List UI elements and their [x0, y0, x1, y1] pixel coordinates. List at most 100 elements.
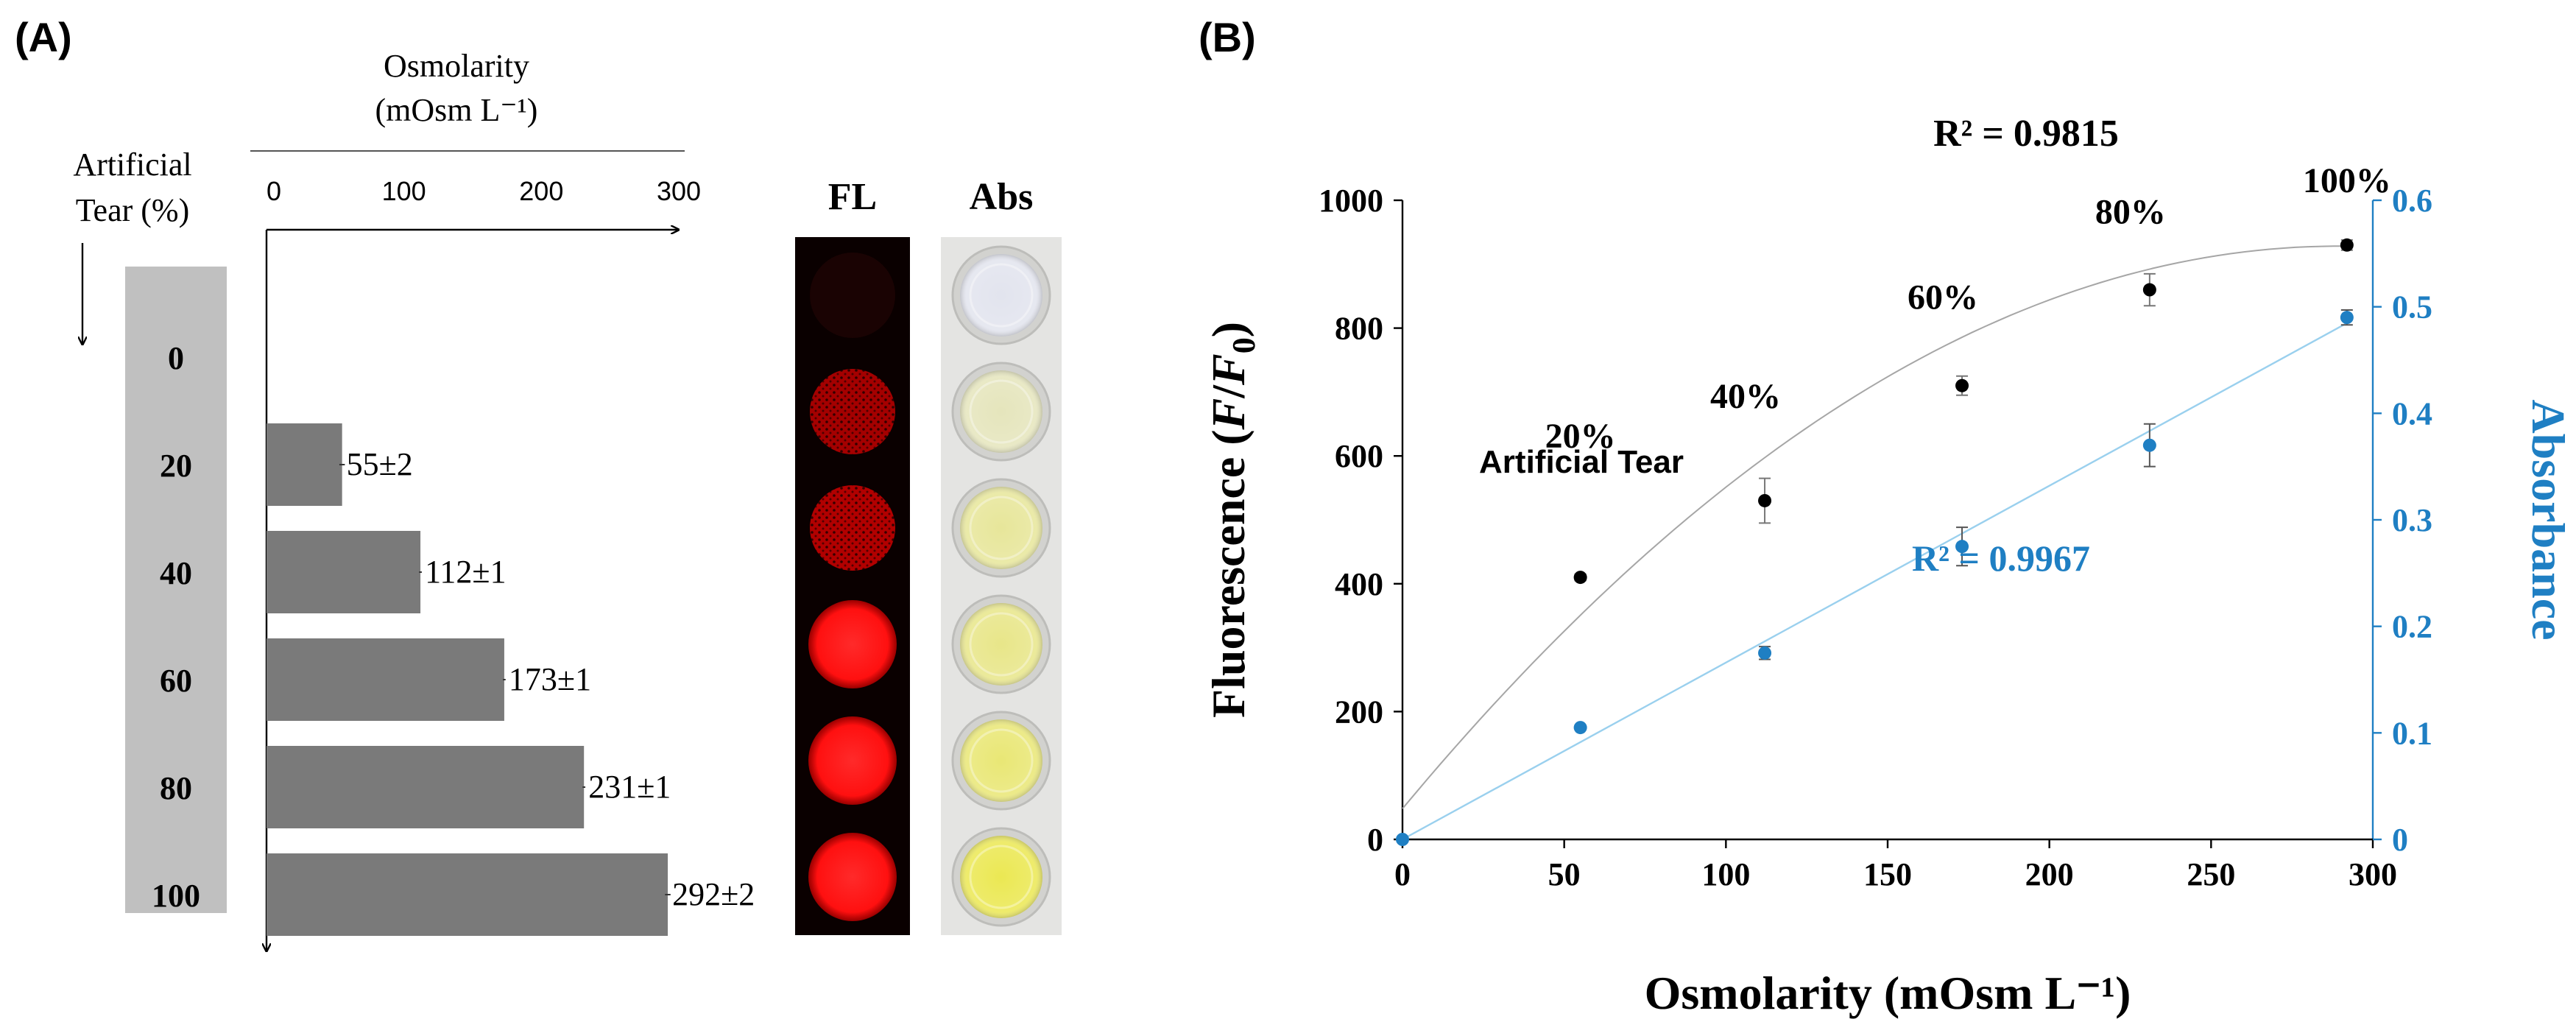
value-label: 231±1 [588, 769, 671, 805]
value-labels: 55±2 112±1 173±1 231±1 292±2 [347, 446, 755, 912]
fl-header: FL [828, 176, 877, 218]
left-y-axis-title: Fluorescence (F/F0) [1202, 322, 1262, 718]
absorbance-point [1396, 833, 1409, 846]
x-tick-label: 100 [1701, 856, 1750, 892]
fluorescence-point [1573, 571, 1587, 585]
absorbance-point [1955, 540, 1969, 554]
category-label: 40 [160, 555, 192, 591]
fl-well [808, 833, 897, 921]
left-y-ticks: 0 200 400 600 800 1000 [1319, 183, 1402, 858]
point-label: 40% [1710, 377, 1781, 416]
abs-header: Abs [970, 176, 1034, 218]
left-y-tick-label: 200 [1335, 694, 1383, 730]
abs-well-highlight [969, 845, 1034, 909]
abs-wells [951, 245, 1051, 927]
bar [267, 746, 585, 828]
panel-a-label: (A) [15, 14, 72, 60]
category-labels: 0 20 40 60 80 100 [152, 340, 200, 914]
fluorescence-r2: R² = 0.9815 [1933, 113, 2119, 155]
left-y-tick-label: 0 [1367, 822, 1383, 858]
bar [267, 423, 342, 506]
abs-well-shade [960, 254, 1042, 336]
bar [267, 531, 421, 613]
bars [267, 423, 671, 936]
panel-b: (B) 0 50 100 150 200 250 300 0 200 400 600 800 1000… [1199, 14, 2575, 1019]
y-title-line2: Tear (%) [76, 192, 189, 228]
x-tick-labels: 0 100 200 300 [267, 176, 701, 206]
left-y-tick-label: 800 [1335, 311, 1383, 347]
value-label: 173±1 [509, 661, 591, 697]
category-band [125, 267, 227, 913]
osmolarity-title: Osmolarity [384, 48, 529, 84]
x-tick-label: 150 [1863, 856, 1912, 892]
right-y-ticks: 0 0.1 0.2 0.3 0.4 0.5 0.6 [2373, 183, 2432, 858]
x-tick-label: 200 [2025, 856, 2074, 892]
abs-well-shade [960, 836, 1042, 918]
x-tick-label: 300 [657, 176, 701, 206]
abs-well-highlight [969, 379, 1034, 444]
x-ticks: 0 50 100 150 200 250 300 [1394, 839, 2397, 892]
abs-well-highlight [969, 612, 1034, 677]
right-y-tick-label: 0.1 [2392, 715, 2432, 751]
absorbance-fit-line [1402, 322, 2348, 841]
artificial-tear-title: Artificial Tear [1479, 444, 1684, 480]
fl-well [810, 369, 895, 454]
x-tick-label: 0 [1394, 856, 1411, 892]
point-label: 20% [1545, 417, 1616, 456]
x-tick-label: 300 [2349, 856, 2397, 892]
fluorescence-fit-curve [1402, 245, 2347, 809]
left-y-tick-label: 600 [1335, 438, 1383, 474]
fl-well [808, 716, 897, 805]
osmolarity-unit: (mOsm L⁻¹) [375, 92, 538, 128]
category-label: 100 [152, 878, 200, 914]
absorbance-point [1573, 721, 1587, 735]
fl-well [808, 600, 897, 688]
fl-well [810, 485, 895, 571]
panel-a: (A) Osmolarity (mOsm L⁻¹) Artificial Tea… [15, 14, 1062, 951]
abs-well-shade [960, 487, 1042, 569]
absorbance-point [1758, 646, 1772, 660]
value-label: 112±1 [425, 554, 507, 590]
category-label: 0 [168, 340, 184, 376]
category-label: 20 [160, 448, 192, 484]
point-annotations: 20% 40% 60% 80% 100% [1545, 161, 2391, 456]
x-tick-label: 50 [1548, 856, 1581, 892]
fluorescence-point [2142, 283, 2156, 297]
value-label: 292±2 [672, 876, 755, 912]
absorbance-point [2142, 438, 2156, 452]
abs-image-strip [941, 237, 1062, 935]
fl-wells [808, 253, 897, 921]
abs-well-highlight [969, 728, 1034, 793]
right-y-tick-label: 0.5 [2392, 289, 2432, 325]
right-y-tick-label: 0.4 [2392, 395, 2432, 431]
fl-image-strip [795, 237, 910, 935]
x-tick-label: 250 [2187, 856, 2235, 892]
point-label: 60% [1908, 278, 1978, 317]
y-title-line1: Artificial [73, 147, 191, 183]
absorbance-r2: R² = 0.9967 [1912, 538, 2090, 579]
abs-well-shade [960, 719, 1042, 802]
right-y-tick-label: 0.2 [2392, 609, 2432, 645]
category-label: 60 [160, 663, 192, 699]
right-y-tick-label: 0.3 [2392, 502, 2432, 538]
left-y-tick-label: 400 [1335, 566, 1383, 602]
abs-well-shade [960, 603, 1042, 686]
point-label: 100% [2303, 161, 2391, 200]
right-y-tick-label: 0.6 [2392, 183, 2432, 219]
value-label: 55±2 [347, 446, 413, 482]
right-y-tick-label: 0 [2392, 822, 2408, 858]
fluorescence-point [2340, 238, 2354, 252]
panel-b-label: (B) [1199, 14, 1256, 60]
bar [267, 638, 504, 721]
x-axis-title: Osmolarity (mOsm L⁻¹) [1645, 967, 2131, 1019]
data-points [1396, 238, 2354, 846]
fl-well [810, 253, 895, 338]
fluorescence-point [1955, 378, 1969, 392]
x-tick-label: 100 [382, 176, 426, 206]
abs-well-highlight [969, 263, 1034, 328]
absorbance-point [2340, 311, 2354, 325]
abs-well-shade [960, 370, 1042, 453]
right-y-axis-title: Absorbance [2522, 399, 2575, 640]
point-label: 80% [2095, 193, 2166, 232]
